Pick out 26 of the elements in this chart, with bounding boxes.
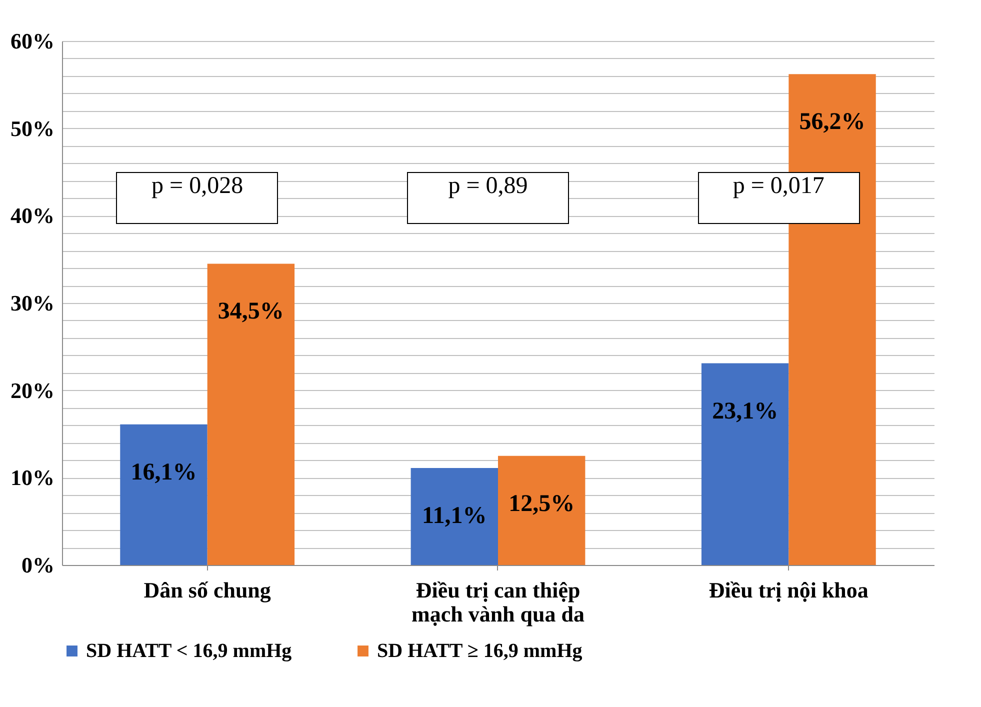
text-box: p = 0,028 [116, 172, 278, 224]
legend-label: SD HATT < 16,9 mmHg [86, 640, 292, 662]
bar [701, 363, 789, 565]
y-tick-label: 30% [10, 290, 54, 316]
y-tick-label: 60% [10, 28, 54, 54]
x-tick-label: Điều trị can thiệp mạch vành qua da [411, 578, 585, 626]
y-tick-label: 10% [10, 465, 54, 490]
y-tick-label: 20% [10, 378, 54, 403]
data-label: 23,1% [712, 398, 778, 424]
bar [498, 456, 586, 565]
bar [410, 468, 498, 565]
data-label: 12,5% [508, 490, 575, 517]
text-box: p = 0,017 [698, 172, 860, 224]
data-label: 34,5% [218, 298, 284, 325]
y-tick-label: 0% [22, 552, 54, 578]
bar [207, 264, 295, 565]
data-label: 16,1% [130, 459, 197, 486]
y-tick-label: 40% [10, 203, 54, 228]
y-tick-label: 50% [10, 116, 54, 141]
data-label: 56,2% [799, 109, 866, 136]
bar [120, 424, 208, 565]
x-tick-label: Điều trị nội khoa [708, 578, 868, 602]
legend-label: SD HATT ≥ 16,9 mmHg [377, 640, 582, 662]
data-label: 11,1% [422, 503, 487, 530]
text-box: p = 0,89 [407, 172, 569, 224]
x-tick-label: Dân số chung [144, 578, 271, 602]
